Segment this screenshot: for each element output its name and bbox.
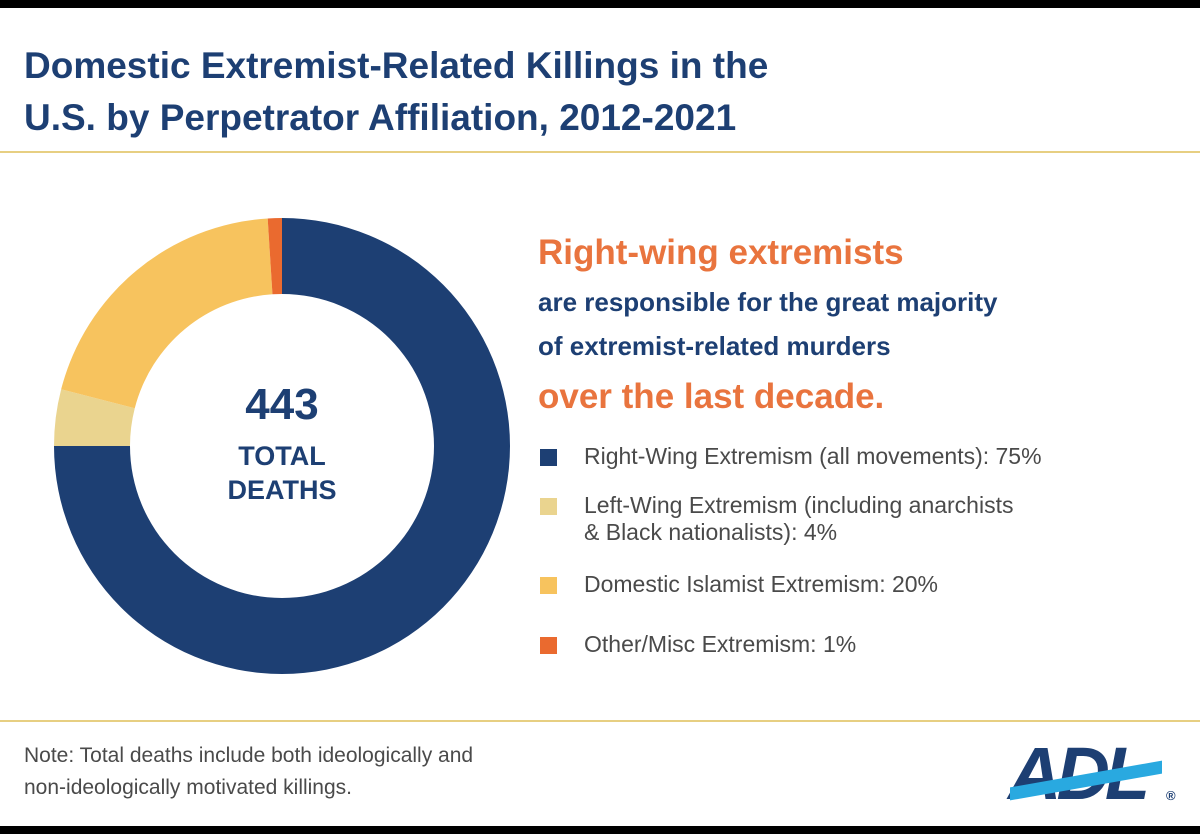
total-deaths-number: 443 (245, 380, 319, 429)
legend-label-islamist: Domestic Islamist Extremism: 20% (584, 571, 939, 597)
legend-swatch-right-wing (540, 449, 557, 466)
title-line-2: U.S. by Perpetrator Affiliation, 2012-20… (24, 97, 737, 138)
donut-chart (54, 218, 510, 674)
headline-line-1: Right-wing extremists (538, 233, 904, 272)
legend-label-other: Other/Misc Extremism: 1% (584, 631, 857, 657)
footnote-line-2: non-ideologically motivated killings. (24, 776, 353, 799)
footnote: Note: Total deaths include both ideologi… (24, 740, 644, 804)
top-divider (0, 151, 1200, 153)
legend-swatch-other (540, 637, 557, 654)
chart-title: Domestic Extremist-Related Killings in t… (24, 40, 984, 144)
donut-slice-4 (267, 218, 282, 295)
legend-swatch-left-wing (540, 498, 557, 515)
legend-label-left-wing-line-1: Left-Wing Extremism (including anarchist… (584, 492, 1014, 518)
legend-label-left-wing: Left-Wing Extremism (including anarchist… (584, 492, 1184, 546)
adl-logo: ADL ® (1008, 734, 1176, 814)
infographic-card: Domestic Extremist-Related Killings in t… (0, 8, 1200, 826)
donut-slice-1 (54, 218, 510, 674)
bottom-divider (0, 720, 1200, 722)
legend-label-left-wing-line-2: & Black nationalists): 4% (584, 519, 838, 545)
legend-swatch-islamist (540, 577, 557, 594)
total-deaths-label-2: DEATHS (227, 475, 337, 505)
footnote-line-1: Note: Total deaths include both ideologi… (24, 744, 474, 767)
registered-mark: ® (1166, 788, 1176, 803)
headline-line-2: are responsible for the great majority (538, 287, 998, 317)
total-deaths-label-1: TOTAL (238, 441, 326, 471)
headline-line-3: of extremist-related murders (538, 331, 891, 361)
headline-line-4: over the last decade. (538, 377, 885, 416)
title-line-1: Domestic Extremist-Related Killings in t… (24, 45, 769, 86)
donut-slice-3 (61, 218, 273, 409)
legend-label-right-wing: Right-Wing Extremism (all movements): 75… (584, 443, 1042, 469)
donut-slice-2 (54, 389, 135, 446)
